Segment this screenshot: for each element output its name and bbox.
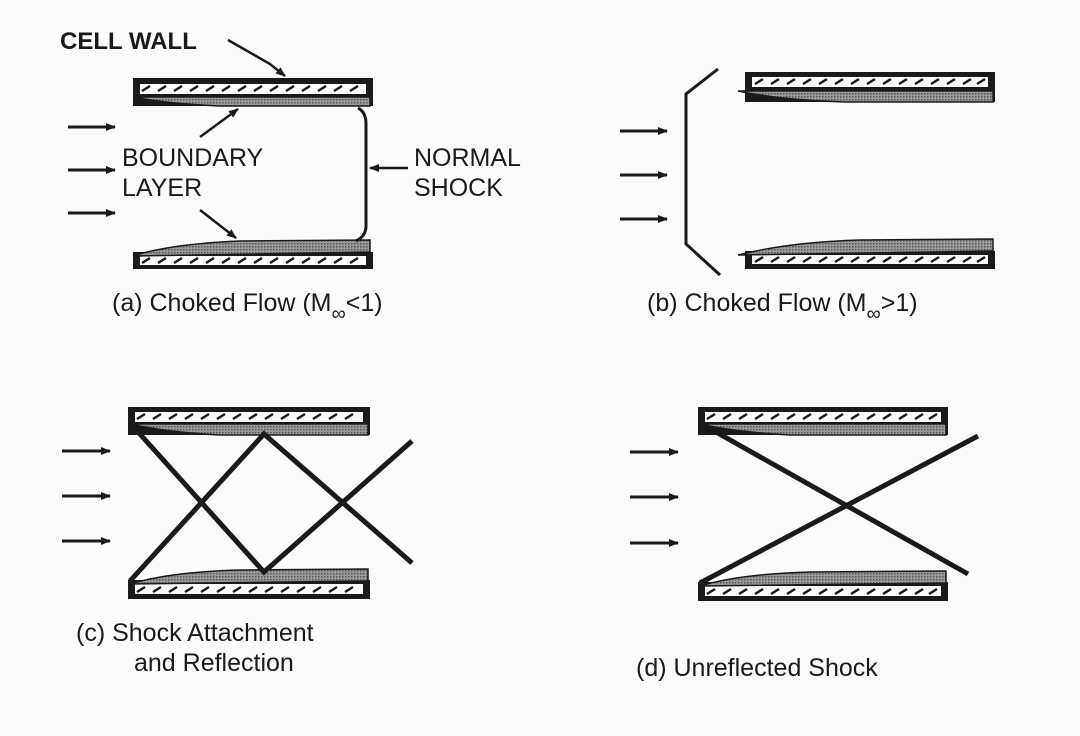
cell-wall-bottom bbox=[745, 251, 995, 269]
shock-reflection-line-1 bbox=[128, 421, 414, 576]
boundary-layer-leader-arrow-top bbox=[199, 107, 239, 139]
detached-shock-line bbox=[684, 67, 722, 277]
boundary-layer-bottom bbox=[129, 568, 369, 585]
boundary-layer-top bbox=[132, 96, 371, 107]
caption-b: (b) Choked Flow (M∞>1) bbox=[647, 289, 918, 325]
cell-wall-leader-arrow bbox=[227, 38, 286, 77]
caption-c-line2: and Reflection bbox=[134, 649, 294, 677]
boundary-layer-bottom bbox=[737, 238, 994, 256]
cell-wall-bottom bbox=[698, 582, 948, 601]
cell-wall-bottom bbox=[133, 252, 373, 269]
cell-wall-label: CELL WALL bbox=[60, 28, 197, 55]
boundary-layer-top bbox=[737, 90, 994, 103]
caption-a: (a) Choked Flow (M∞<1) bbox=[112, 289, 383, 325]
panel-b: (b) Choked Flow (M∞>1) bbox=[620, 67, 995, 325]
panel-a: CELL WALL BOUNDARY LAYER NORMAL SHOCK (a… bbox=[60, 28, 521, 325]
boundary-layer-label-line1: BOUNDARY bbox=[122, 144, 264, 172]
panel-d: (d) Unreflected Shock bbox=[630, 407, 980, 682]
normal-shock-label-line1: NORMAL bbox=[414, 144, 521, 172]
unreflected-shock-line-2 bbox=[698, 433, 980, 586]
boundary-layer-bottom bbox=[132, 239, 371, 257]
boundary-layer-leader-arrow-bottom bbox=[199, 209, 237, 239]
cell-wall-bottom bbox=[128, 580, 370, 599]
boundary-layer-top bbox=[699, 423, 947, 436]
boundary-layer-top bbox=[129, 423, 369, 436]
normal-shock-label-line2: SHOCK bbox=[414, 174, 503, 202]
boundary-layer-label-line2: LAYER bbox=[122, 174, 202, 202]
boundary-layer-bottom bbox=[699, 570, 947, 587]
shock-reflection-line-2 bbox=[128, 430, 414, 583]
caption-d: (d) Unreflected Shock bbox=[636, 654, 878, 682]
caption-c-line1: (c) Shock Attachment bbox=[76, 619, 314, 647]
panel-c: (c) Shock Attachment and Reflection bbox=[62, 407, 414, 677]
unreflected-shock-line-1 bbox=[698, 420, 970, 577]
normal-shock-line bbox=[355, 106, 368, 243]
